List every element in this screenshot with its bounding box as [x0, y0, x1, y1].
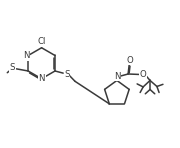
Text: S: S [10, 63, 15, 73]
Text: S: S [64, 70, 70, 78]
Text: Cl: Cl [38, 37, 46, 46]
Text: N: N [38, 74, 45, 83]
Text: O: O [126, 56, 133, 65]
Text: O: O [139, 70, 146, 79]
Text: N: N [23, 51, 29, 60]
Text: N: N [114, 72, 120, 81]
